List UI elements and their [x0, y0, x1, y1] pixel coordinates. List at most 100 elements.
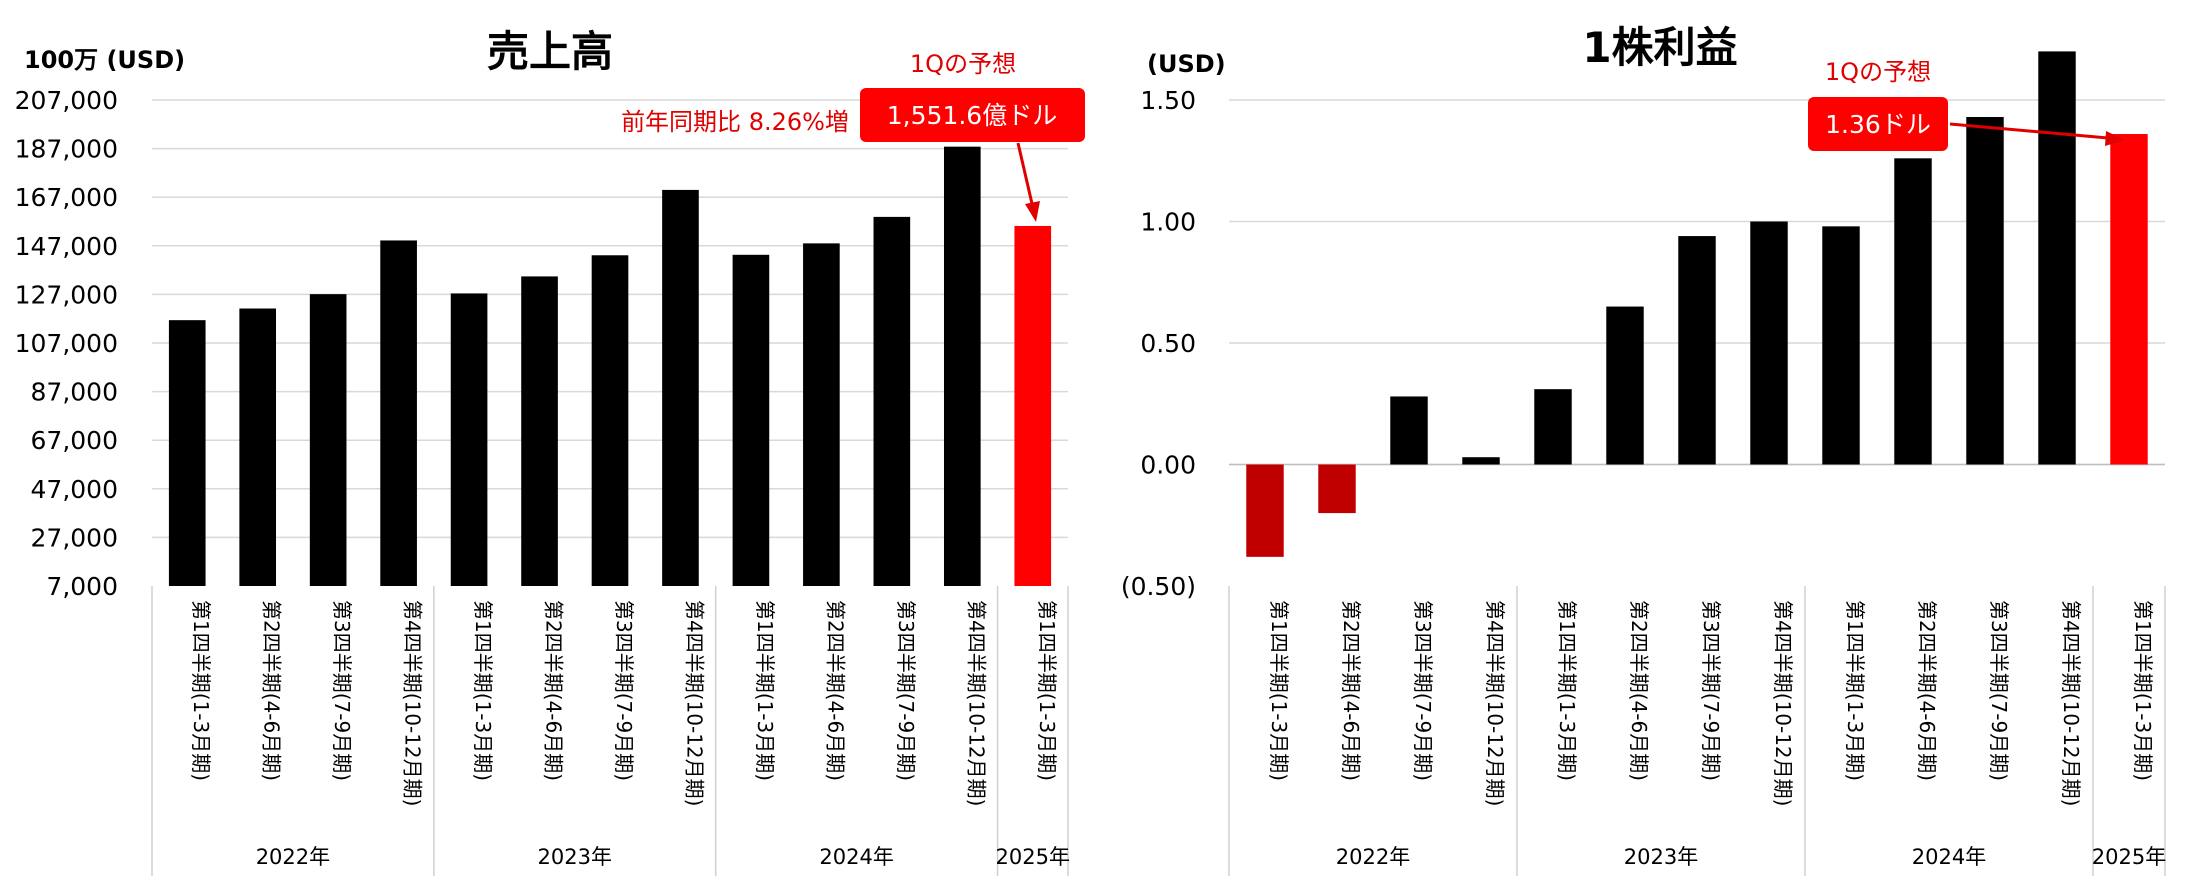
eps-bar [1534, 389, 1572, 465]
revenue-x-tick-label: 第4四半期(10-12月期) [964, 600, 988, 806]
eps-bar [1318, 464, 1356, 514]
eps-year-label: 2024年 [1912, 845, 1986, 869]
revenue-chart-title: 売上高 [487, 27, 613, 76]
eps-x-tick-label: 第2四半期(4-6月期) [1339, 600, 1363, 781]
revenue-bar [380, 240, 417, 587]
eps-bar [1462, 457, 1500, 465]
eps-bar [1822, 226, 1860, 465]
revenue-x-tick-label: 第4四半期(10-12月期) [682, 600, 706, 806]
revenue-y-ticks: 7,000 27,000 47,000 67,000 87,000 107,000 127,… [15, 86, 118, 601]
eps-bar [2110, 134, 2148, 465]
eps-forecast-arrow [1949, 122, 2109, 140]
eps-y-tick-label: 1.50 [1140, 86, 1196, 115]
revenue-y-tick-label: 47,000 [31, 475, 118, 504]
revenue-y-tick-label: 67,000 [31, 426, 118, 455]
revenue-x-tick-label: 第1四半期(1-3月期) [189, 600, 213, 781]
eps-y-tick-label: 1.00 [1140, 208, 1196, 237]
revenue-y-tick-label: 27,000 [31, 523, 118, 552]
revenue-bar [309, 294, 347, 586]
revenue-yoy-label: 前年同期比 8.26%増 [621, 108, 849, 136]
revenue-x-tick-label: 第1四半期(1-3月期) [1035, 600, 1059, 781]
eps-x-tick-label: 第1四半期(1-3月期) [2131, 600, 2155, 781]
revenue-y-tick-label: 207,000 [15, 86, 118, 115]
revenue-bar [239, 308, 277, 586]
eps-bar [1894, 158, 1932, 465]
eps-x-tick-label: 第3四半期(7-9月期) [1411, 600, 1435, 781]
eps-y-unit: (USD) [1147, 50, 1226, 78]
revenue-x-tick-label: 第3四半期(7-9月期) [612, 600, 636, 781]
eps-bar [2038, 51, 2076, 465]
eps-forecast-label: 1Qの予想 [1825, 58, 1931, 86]
revenue-x-tick-label: 第3四半期(7-9月期) [330, 600, 354, 781]
revenue-x-tick-label: 第1四半期(1-3月期) [471, 600, 495, 781]
eps-chart: 1株利益 (USD) (0.50) 0.00 0.50 1.00 1.50 第1四半期(… [1121, 23, 2166, 876]
eps-x-tick-label: 第4四半期(10-12月期) [1771, 600, 1795, 806]
eps-x-tick-label: 第4四半期(10-12月期) [1483, 600, 1507, 806]
revenue-y-tick-label: 107,000 [15, 329, 118, 358]
eps-bars [1246, 51, 2148, 557]
revenue-forecast-arrow [1016, 142, 1035, 209]
eps-year-label: 2022年 [1336, 845, 1410, 869]
eps-x-tick-label: 第2四半期(4-6月期) [1627, 600, 1651, 781]
revenue-forecast-annotation: 1Qの予想 1,551.6億ドル 前年同期比 8.26%増 [621, 50, 1085, 222]
eps-bar [1606, 306, 1644, 465]
eps-x-tick-label: 第4四半期(10-12月期) [2059, 600, 2083, 806]
revenue-forecast-box [860, 88, 1085, 142]
revenue-bar [168, 320, 206, 586]
eps-forecast-annotation: 1Qの予想 1.36ドル [1808, 58, 2125, 151]
eps-y-tick-label: 0.00 [1140, 451, 1196, 480]
eps-x-tick-label: 第1四半期(1-3月期) [1555, 600, 1579, 781]
revenue-y-tick-label: 127,000 [15, 280, 118, 309]
revenue-y-tick-label: 87,000 [31, 378, 118, 407]
eps-bar [1390, 396, 1428, 465]
eps-forecast-box [1808, 97, 1948, 151]
revenue-bar [873, 216, 911, 586]
revenue-x-axis: 第1四半期(1-3月期) 第2四半期(4-6月期) 第3四半期(7-9月期) 第4四半… [151, 586, 1070, 876]
eps-year-label: 2025年 [2092, 845, 2166, 869]
revenue-x-tick-label: 第1四半期(1-3月期) [753, 600, 777, 781]
eps-x-tick-label: 第1四半期(1-3月期) [1843, 600, 1867, 781]
revenue-x-tick-label: 第3四半期(7-9月期) [894, 600, 918, 781]
revenue-year-label: 2025年 [996, 845, 1070, 869]
revenue-x-tick-label: 第2四半期(4-6月期) [260, 600, 284, 781]
revenue-forecast-label: 1Qの予想 [910, 50, 1016, 78]
eps-y-ticks: (0.50) 0.00 0.50 1.00 1.50 [1121, 86, 1196, 601]
eps-y-tick-label: 0.50 [1140, 329, 1196, 358]
eps-bar [1750, 221, 1788, 465]
eps-bar [1246, 464, 1284, 557]
revenue-bar [803, 243, 840, 586]
revenue-forecast-arrowhead [1025, 201, 1040, 222]
revenue-bar [943, 146, 981, 586]
revenue-bar [450, 293, 488, 586]
eps-x-tick-label: 第2四半期(4-6月期) [1915, 600, 1939, 781]
revenue-bar [1014, 225, 1052, 587]
revenue-y-tick-label: 7,000 [46, 572, 118, 601]
revenue-y-tick-label: 167,000 [15, 183, 118, 212]
revenue-y-tick-label: 187,000 [15, 135, 118, 164]
eps-chart-title: 1株利益 [1582, 23, 1737, 72]
revenue-bars [168, 146, 1052, 587]
revenue-y-unit: 100万 (USD) [24, 46, 185, 74]
revenue-chart: 売上高 100万 (USD) 7,000 27,000 47,000 67,000 87… [15, 27, 1085, 876]
revenue-year-label: 2024年 [819, 845, 893, 869]
revenue-x-tick-label: 第4四半期(10-12月期) [401, 600, 425, 806]
eps-forecast-value: 1.36ドル [1825, 110, 1931, 139]
revenue-x-tick-label: 第2四半期(4-6月期) [542, 600, 566, 781]
eps-x-tick-label: 第3四半期(7-9月期) [1987, 600, 2011, 781]
revenue-x-tick-label: 第2四半期(4-6月期) [823, 600, 847, 781]
eps-forecast-arrowhead [2105, 131, 2125, 146]
eps-bar [1678, 236, 1716, 465]
revenue-bar [591, 255, 629, 587]
eps-x-axis: 第1四半期(1-3月期) 第2四半期(4-6月期) 第3四半期(7-9月期) 第4四半… [1228, 586, 2166, 876]
eps-y-tick-label: (0.50) [1121, 572, 1196, 601]
revenue-bar [732, 254, 770, 586]
eps-year-label: 2023年 [1624, 845, 1698, 869]
eps-x-tick-label: 第1四半期(1-3月期) [1267, 600, 1291, 781]
revenue-forecast-value: 1,551.6億ドル [887, 101, 1057, 130]
revenue-y-tick-label: 147,000 [15, 232, 118, 261]
revenue-year-label: 2022年 [256, 845, 330, 869]
revenue-bar [662, 189, 699, 586]
revenue-bar [521, 276, 558, 586]
eps-x-tick-label: 第3四半期(7-9月期) [1699, 600, 1723, 781]
